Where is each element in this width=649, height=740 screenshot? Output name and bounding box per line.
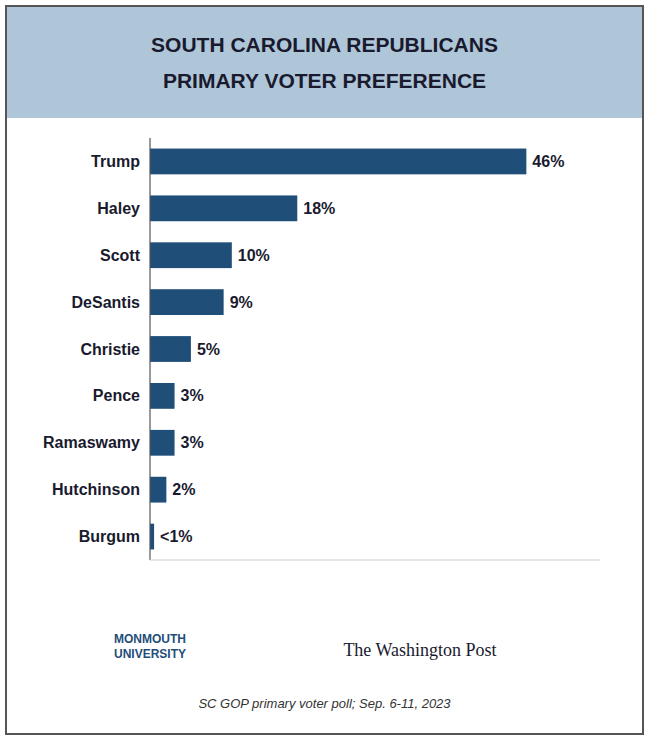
data-label: 5% xyxy=(197,341,220,358)
footnote: SC GOP primary voter poll; Sep. 6-11, 20… xyxy=(198,696,451,711)
value-axis xyxy=(150,560,600,561)
category-label: Trump xyxy=(91,153,140,170)
data-label: 10% xyxy=(238,247,270,264)
background xyxy=(0,0,649,740)
bar xyxy=(150,336,191,362)
logo-text: The Washington Post xyxy=(343,640,496,660)
border xyxy=(6,6,643,734)
subtitle: PRIMARY VOTER PREFERENCE xyxy=(163,69,486,92)
bars xyxy=(150,149,526,550)
bar xyxy=(150,289,224,315)
bar xyxy=(150,242,232,268)
bar xyxy=(150,195,297,221)
category-label: DeSantis xyxy=(72,294,141,311)
category-label: Burgum xyxy=(79,528,140,545)
labels: Trump 46% Haley 18% Scott 10% DeSantis 9% Christ… xyxy=(43,153,564,545)
category-label: Scott xyxy=(100,247,141,264)
bar xyxy=(150,383,175,409)
data-label: 46% xyxy=(532,153,564,170)
data-label: 18% xyxy=(303,200,335,217)
bar xyxy=(150,149,526,175)
category-label: Ramaswamy xyxy=(43,434,140,451)
data-label: <1% xyxy=(160,528,192,545)
category-label: Hutchinson xyxy=(52,481,140,498)
title: SOUTH CAROLINA REPUBLICANS xyxy=(151,33,498,56)
data-label: 3% xyxy=(181,387,204,404)
title-band xyxy=(6,6,643,118)
category-axis xyxy=(149,138,150,560)
bar xyxy=(150,477,166,503)
category-label: Christie xyxy=(80,341,140,358)
bar xyxy=(150,524,154,550)
data-label: 9% xyxy=(230,294,253,311)
chart: SOUTH CAROLINA REPUBLICANS PRIMARY VOTER … xyxy=(0,0,649,740)
data-label: 2% xyxy=(172,481,195,498)
category-label: Haley xyxy=(97,200,140,217)
category-label: Pence xyxy=(93,387,140,404)
data-label: 3% xyxy=(181,434,204,451)
logo-text: MONMOUTHUNIVERSITY xyxy=(114,632,186,661)
bar xyxy=(150,430,175,456)
